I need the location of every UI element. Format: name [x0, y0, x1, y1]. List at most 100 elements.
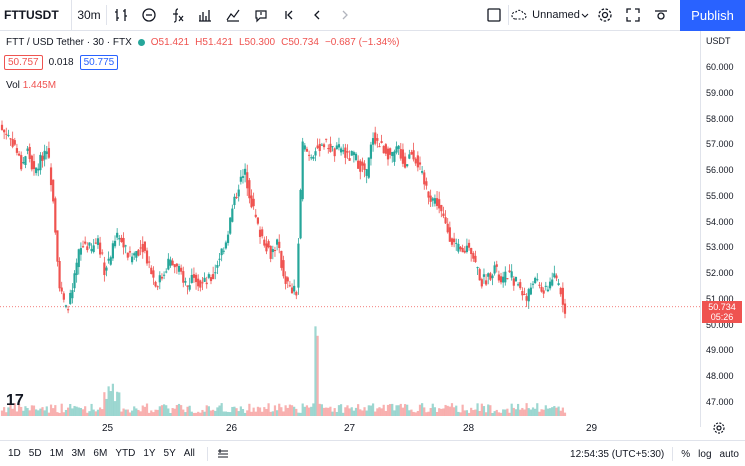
volume-bar: [555, 407, 558, 416]
fullscreen-icon[interactable]: [619, 0, 647, 31]
volume-bar: [150, 410, 153, 416]
volume-bar: [523, 409, 526, 416]
volume-bar: [239, 406, 242, 416]
volume-bar: [478, 410, 481, 416]
symbol-search-button[interactable]: FTTUSDT: [0, 0, 72, 31]
volume-value: 1.445M: [22, 80, 57, 91]
volume-bar: [214, 410, 217, 416]
volume-bar: [563, 412, 567, 416]
candle-body: [461, 247, 464, 253]
range-button[interactable]: 3M: [71, 448, 86, 459]
candle-body: [369, 144, 373, 159]
candle-body: [156, 286, 159, 288]
alert-icon[interactable]: [247, 0, 275, 31]
price-scale[interactable]: [700, 31, 745, 427]
candle-body: [98, 242, 102, 255]
price-scale-currency[interactable]: USDT: [706, 36, 731, 46]
candle-body: [143, 241, 146, 251]
volume-bar: [64, 409, 68, 416]
interval-button[interactable]: 30m: [77, 8, 101, 22]
volume-bar: [297, 412, 300, 416]
bar-chart-icon[interactable]: [107, 0, 135, 31]
redo-icon[interactable]: [331, 0, 359, 31]
volume-bar: [484, 412, 488, 416]
price-tick: 59.000: [706, 87, 734, 98]
volume-bar: [504, 409, 507, 416]
candle-body: [39, 154, 42, 171]
candle-body: [116, 232, 119, 238]
price-tick: 60.000: [706, 62, 734, 72]
series-title[interactable]: FTT / USD Tether · 30 · FTX: [6, 37, 132, 48]
date-range-icon[interactable]: [216, 447, 230, 461]
range-button[interactable]: YTD: [115, 448, 136, 459]
log-toggle[interactable]: log: [698, 448, 712, 460]
volume-bar: [559, 410, 562, 416]
undo-icon[interactable]: [303, 0, 331, 31]
range-button[interactable]: 1Y: [143, 448, 156, 459]
volume-bar: [457, 411, 460, 416]
volume-bar: [350, 407, 353, 416]
candle-body: [133, 253, 136, 256]
candle-body: [56, 230, 59, 262]
volume-bar: [77, 407, 80, 416]
volume-bar: [386, 404, 390, 416]
auto-toggle[interactable]: auto: [719, 448, 739, 460]
publish-button[interactable]: Publish: [680, 0, 745, 31]
candle-body: [171, 260, 174, 266]
candle-body: [521, 291, 524, 296]
candle-body: [410, 152, 413, 155]
candle-body: [141, 244, 144, 253]
layout-button[interactable]: Unnamed: [509, 0, 591, 31]
templates-icon[interactable]: [191, 0, 219, 31]
fx-icon[interactable]: [163, 0, 191, 31]
volume-bar: [293, 406, 296, 416]
volume-bar: [148, 412, 151, 416]
candle-body: [538, 284, 541, 286]
range-button[interactable]: 1D: [8, 448, 21, 459]
volume-bar: [173, 408, 176, 416]
tradingview-logo[interactable]: 17: [6, 392, 24, 409]
compare-icon[interactable]: [219, 0, 247, 31]
range-button[interactable]: 5Y: [163, 448, 176, 459]
candle-body: [382, 146, 385, 154]
range-button[interactable]: All: [183, 448, 195, 459]
volume-bar: [433, 407, 437, 416]
price-tick: 51.000: [706, 293, 734, 304]
settings-icon[interactable]: [591, 0, 619, 31]
candle-body: [393, 151, 396, 162]
candle-body: [37, 168, 40, 171]
candle-body: [314, 151, 317, 156]
scale-settings-icon[interactable]: [712, 421, 726, 435]
clock[interactable]: 12:54:35 (UTC+5:30): [570, 448, 665, 460]
fullscreen-checkbox-icon[interactable]: [480, 0, 508, 31]
range-button[interactable]: 5D: [28, 448, 42, 459]
volume-bar: [158, 406, 161, 416]
indicators-icon[interactable]: [135, 0, 163, 31]
range-button[interactable]: 1M: [49, 448, 64, 459]
candle-body: [90, 248, 93, 252]
volume-bar: [421, 403, 424, 416]
volume-bar: [553, 406, 556, 416]
volume-bar: [273, 405, 277, 416]
volume-bar: [397, 405, 400, 416]
price-chart[interactable]: [0, 31, 700, 427]
volume-bar: [220, 403, 223, 416]
volume-bar: [399, 403, 402, 416]
volume-bar: [231, 406, 234, 416]
percent-toggle[interactable]: %: [681, 448, 691, 460]
candle-body: [493, 265, 496, 274]
candle-body: [427, 191, 430, 198]
candle-body: [297, 243, 300, 288]
ohlc-open: O51.421: [150, 37, 190, 48]
replay-icon[interactable]: [275, 0, 303, 31]
bid-price[interactable]: 50.757: [4, 55, 43, 70]
candle-body: [173, 264, 176, 268]
candle-body: [282, 260, 285, 277]
snapshot-icon[interactable]: [647, 0, 675, 31]
range-button[interactable]: 6M: [93, 448, 108, 459]
volume-bar: [81, 409, 85, 416]
bottom-divider: [206, 446, 208, 461]
volume-bar: [363, 407, 366, 416]
ask-price[interactable]: 50.775: [79, 55, 119, 70]
candle-body: [81, 246, 85, 248]
